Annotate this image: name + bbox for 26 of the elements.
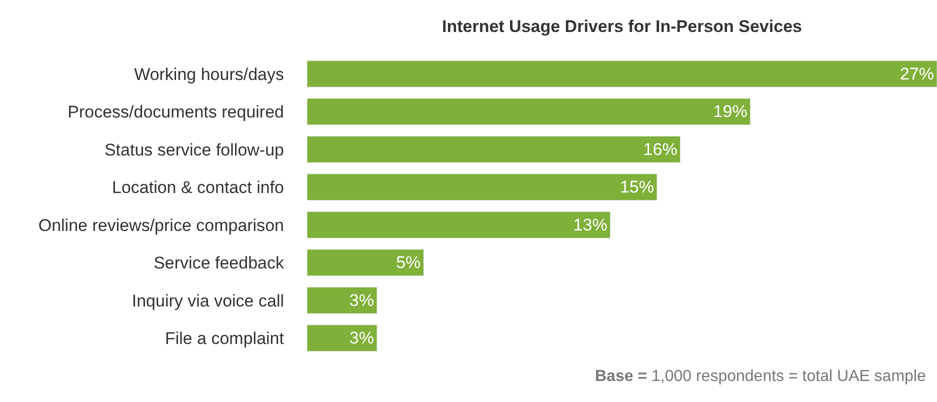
text: Base = 1,000 respondents = total UAE sample [595, 368, 926, 385]
y-tick-label: File a complaint [164, 329, 284, 348]
data-label: 5% [396, 253, 421, 272]
data-label: 19% [713, 102, 748, 122]
data-label: 15% [620, 178, 654, 197]
bar [307, 98, 751, 126]
bar [307, 60, 937, 88]
y-tick-label: Location & contact info [112, 178, 284, 198]
y-tick-label: Process/documents required [68, 102, 284, 122]
y-tick-label: Service feedback [154, 254, 284, 273]
y-tick-label: Working hours/days [134, 64, 284, 84]
bar [307, 174, 658, 201]
data-label: 13% [573, 215, 608, 234]
bar [307, 286, 378, 314]
bar [307, 249, 424, 276]
y-tick-label: Status service follow-up [104, 140, 284, 160]
bar [307, 211, 611, 238]
y-tick-label: Online reviews/price comparison [38, 216, 284, 235]
bar [307, 324, 378, 352]
data-label: 3% [349, 328, 374, 348]
data-label: 27% [900, 64, 934, 84]
data-label: 16% [643, 140, 678, 159]
y-tick-label: Inquiry via voice call [132, 291, 284, 310]
chart-title: Internet Usage Drivers for In-Person Sevices [442, 17, 802, 36]
bar [307, 136, 681, 163]
data-label: 3% [349, 290, 374, 310]
